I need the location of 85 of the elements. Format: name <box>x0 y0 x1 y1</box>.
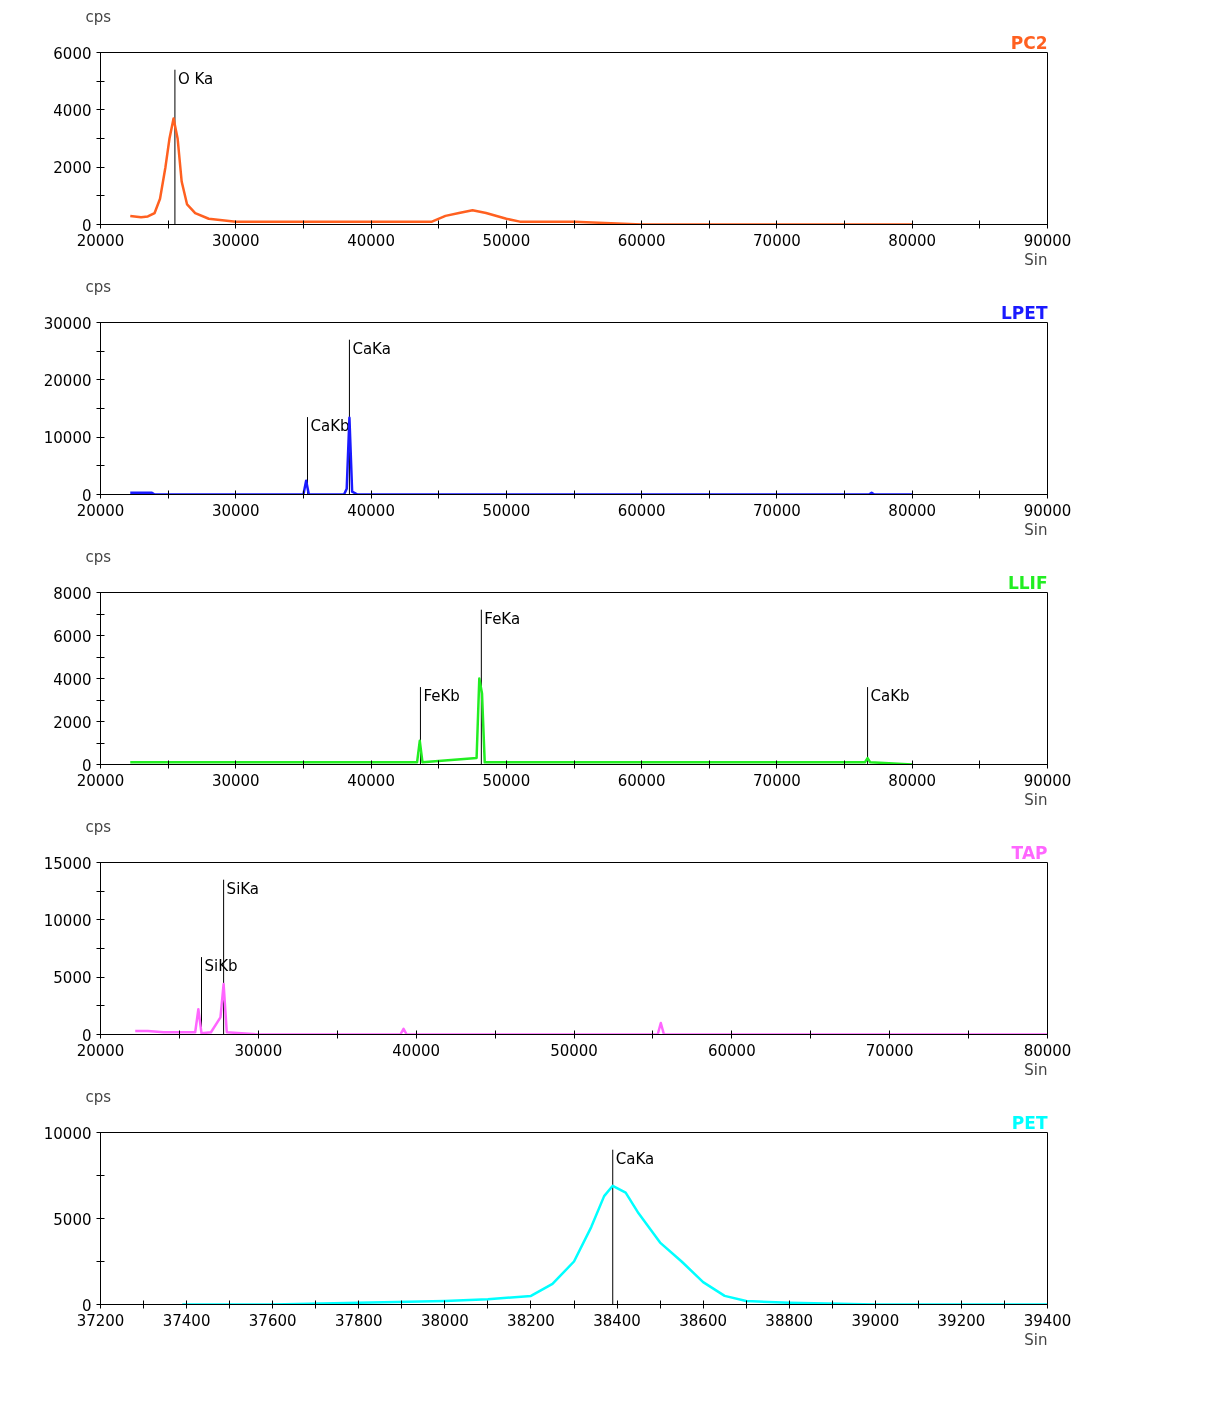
x-tick-label: 40000 <box>347 501 395 520</box>
x-tick-label: 70000 <box>753 501 801 520</box>
x-tick-label: 90000 <box>1023 501 1072 520</box>
x-tick-label: 60000 <box>617 771 666 790</box>
x-tick-label: 39200 <box>937 1311 986 1330</box>
y-axis-title: cps <box>85 547 112 566</box>
x-axis-title: Sin <box>1024 1060 1048 1079</box>
ref-line-label: CaKb <box>870 687 910 706</box>
y-axis-title: cps <box>85 277 112 296</box>
y-axis-title: cps <box>85 817 112 836</box>
x-tick-label: 80000 <box>888 231 937 250</box>
x-tick-label: 50000 <box>482 501 531 520</box>
y-tick-label: 4000 <box>53 101 92 120</box>
y-tick-label: 4000 <box>53 670 92 689</box>
y-tick-label: 0 <box>81 756 92 775</box>
x-tick-label: 37800 <box>334 1311 383 1330</box>
ref-line-label: FeKa <box>484 609 521 628</box>
x-axis-title: Sin <box>1024 520 1048 539</box>
x-axis-title: Sin <box>1024 250 1048 269</box>
y-axis-title: cps <box>85 7 112 26</box>
x-tick-label: 70000 <box>753 231 801 250</box>
y-tick-label: 5000 <box>53 969 92 988</box>
x-tick-label: 60000 <box>617 231 666 250</box>
x-tick-label: 40000 <box>392 1041 441 1060</box>
x-tick-label: 38000 <box>421 1311 469 1330</box>
line-series <box>129 117 914 225</box>
y-tick-label: 0 <box>81 486 92 505</box>
x-tick-label: 38800 <box>765 1311 814 1330</box>
y-tick-label: 30000 <box>43 314 92 333</box>
x-tick-label: 39400 <box>1023 1311 1072 1330</box>
x-tick-label: 60000 <box>707 1041 756 1060</box>
x-tick-label: 50000 <box>482 771 531 790</box>
text: PET <box>1011 1112 1048 1133</box>
y-tick-label: 10000 <box>43 429 92 448</box>
ref-line-label: CaKa <box>352 339 391 358</box>
y-tick-label: 6000 <box>53 627 92 646</box>
text: PC2 <box>1010 32 1048 53</box>
y-tick-label: 0 <box>81 216 92 235</box>
x-tick-label: 50000 <box>550 1041 598 1060</box>
y-tick-label: 2000 <box>53 159 92 178</box>
y-tick-label: 10000 <box>43 1124 92 1143</box>
x-tick-label: 30000 <box>211 501 260 520</box>
x-tick-label: 80000 <box>888 771 937 790</box>
text: LPET <box>1001 302 1048 323</box>
y-tick-label: 15000 <box>43 854 92 873</box>
y-tick-label: 5000 <box>53 1210 92 1229</box>
y-tick-label: 6000 <box>53 44 92 63</box>
x-tick-label: 80000 <box>1023 1041 1072 1060</box>
ref-line-label: SiKa <box>226 879 260 898</box>
line-series <box>181 1184 1048 1305</box>
x-axis-title: Sin <box>1024 790 1048 809</box>
y-tick-label: 20000 <box>43 371 92 390</box>
text: LLIF <box>1007 572 1048 593</box>
x-axis-title: Sin <box>1024 1330 1048 1349</box>
y-tick-label: 2000 <box>53 713 92 732</box>
x-tick-label: 50000 <box>482 231 531 250</box>
y-tick-label: 8000 <box>53 584 92 603</box>
y-tick-label: 10000 <box>43 911 92 930</box>
x-tick-label: 39000 <box>851 1311 900 1330</box>
x-tick-label: 37600 <box>248 1311 297 1330</box>
line-series <box>129 416 914 495</box>
ref-line-label: O Ka <box>177 69 214 88</box>
x-tick-label: 38400 <box>593 1311 641 1330</box>
x-tick-label: 38200 <box>507 1311 555 1330</box>
x-tick-label: 40000 <box>347 231 395 250</box>
line-series <box>129 677 914 765</box>
x-tick-label: 70000 <box>865 1041 914 1060</box>
x-tick-label: 37400 <box>162 1311 211 1330</box>
x-tick-label: 70000 <box>753 771 801 790</box>
ref-line-label: CaKb <box>310 417 350 436</box>
ref-line-label: FeKb <box>423 687 460 706</box>
x-tick-label: 90000 <box>1023 771 1072 790</box>
x-tick-label: 30000 <box>234 1041 283 1060</box>
y-axis-title: cps <box>85 1087 112 1106</box>
text: TAP <box>1011 842 1048 863</box>
x-tick-label: 40000 <box>347 771 395 790</box>
ref-line-label: CaKa <box>615 1149 655 1168</box>
x-tick-label: 90000 <box>1023 231 1072 250</box>
line-series <box>133 982 1048 1035</box>
x-tick-label: 30000 <box>211 771 260 790</box>
x-tick-label: 60000 <box>617 501 666 520</box>
x-tick-label: 38600 <box>679 1311 727 1330</box>
x-tick-label: 30000 <box>211 231 260 250</box>
y-tick-label: 0 <box>81 1026 92 1045</box>
x-tick-label: 80000 <box>888 501 937 520</box>
